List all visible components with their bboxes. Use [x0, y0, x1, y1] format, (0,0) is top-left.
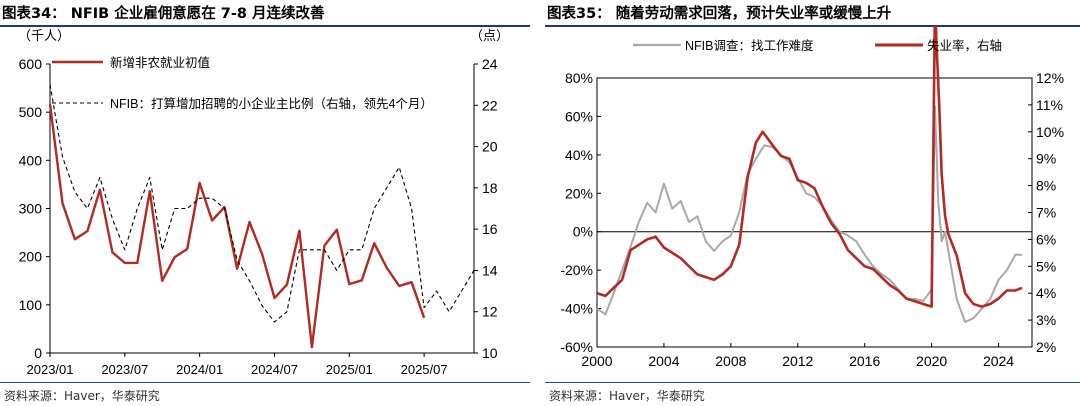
- left-y-tick-label: 0%: [573, 224, 593, 240]
- right-y-tick-label: 6%: [1036, 231, 1056, 247]
- left-chart-title: 图表34： NFIB 企业雇佣意愿在 7-8 月连续改善: [2, 6, 325, 22]
- left-y-tick-label: 600: [19, 56, 43, 72]
- left-y-tick-label: 60%: [565, 108, 593, 124]
- legend-label: NFIB调查：找工作难度: [685, 38, 814, 53]
- x-tick-label: 2024/07: [251, 362, 298, 377]
- left-footer-rule: [0, 382, 530, 383]
- right-y-tick-label: 12: [482, 304, 498, 320]
- x-tick-label: 2000: [581, 353, 612, 369]
- left-y-tick-label: -60%: [560, 339, 593, 355]
- left-y-tick-label: 300: [19, 201, 43, 217]
- right-y-tick-label: 9%: [1036, 151, 1056, 167]
- right-chart-title: 图表35： 随着劳动需求回落，预计失业率或缓慢上升: [547, 6, 892, 22]
- right-y-tick-label: 12%: [1036, 70, 1064, 86]
- right-title-rule: [545, 25, 1080, 27]
- right-y-tick-label: 5%: [1036, 258, 1056, 274]
- legend-label: 新增非农就业初值: [110, 55, 210, 70]
- left-y-tick-label: -20%: [560, 262, 593, 278]
- legend-label: 失业率，右轴: [927, 38, 1002, 53]
- left-y-tick-label: 100: [19, 297, 43, 313]
- left-source-note: 资料来源：Haver，华泰研究: [4, 389, 160, 403]
- left-title-rule: [0, 25, 530, 27]
- right-y-tick-label: 10: [482, 345, 498, 361]
- right-chart-svg: 80% 60% 40% 20% 0% -20% -40% -60% 12% 11% 10% 9% 8% 7…: [560, 26, 1064, 369]
- right-y-tick-label: 7%: [1036, 205, 1056, 221]
- x-tick-label: 2020: [916, 353, 947, 369]
- left-y-unit-label: （千人）: [18, 28, 70, 43]
- right-y-tick-label: 22: [482, 97, 498, 113]
- x-tick-label: 2025/07: [401, 362, 448, 377]
- right-y-tick-label: 16: [482, 221, 498, 237]
- right-y-tick-label: 4%: [1036, 285, 1056, 301]
- right-source-note: 资料来源：Haver，华泰研究: [549, 389, 705, 403]
- x-tick-label: 2004: [648, 353, 679, 369]
- legend-label: NFIB：打算增加招聘的小企业主比例（右轴，领先4个月）: [110, 96, 433, 111]
- series-nfib-hiring-difficulty-line: [596, 105, 1022, 323]
- x-tick-label: 2008: [715, 353, 746, 369]
- plot-frame: [596, 77, 1033, 348]
- x-tick-label: 2012: [782, 353, 813, 369]
- right-y-tick-label: 20: [482, 139, 498, 155]
- series-nonfarm-payrolls-line: [48, 103, 426, 349]
- right-y-tick-label: 10%: [1036, 124, 1064, 140]
- left-chart-svg: （千人） （点） 0 100 200 300 400 500 600 10 12 14 16 18 20 22…: [18, 28, 509, 377]
- right-y-tick-label: 8%: [1036, 178, 1056, 194]
- left-chart-panel: 图表34： NFIB 企业雇佣意愿在 7-8 月连续改善 （千人） （点） 0 100…: [0, 0, 530, 405]
- x-tick-label: 2025/01: [326, 362, 373, 377]
- x-tick-label: 2023/07: [101, 362, 148, 377]
- left-y-tick-label: 200: [19, 249, 43, 265]
- x-tick-label: 2024: [983, 353, 1014, 369]
- left-y-tick-label: 0: [34, 345, 42, 361]
- left-y-tick-label: 40%: [565, 147, 593, 163]
- right-footer-rule: [545, 382, 1080, 383]
- right-y-unit-label: （点）: [470, 28, 509, 43]
- x-tick-label: 2024/01: [176, 362, 223, 377]
- left-y-tick-label: 500: [19, 104, 43, 120]
- right-y-tick-label: 14: [482, 262, 498, 278]
- right-y-tick-label: 2%: [1036, 339, 1056, 355]
- series-nfib-hiring-plans-line: [49, 84, 475, 323]
- x-tick-label: 2016: [849, 353, 880, 369]
- right-y-tick-label: 11%: [1036, 97, 1063, 113]
- right-y-tick-label: 18: [482, 180, 498, 196]
- left-y-tick-label: 400: [19, 152, 43, 168]
- series-unemployment-rate-line: [596, 26, 1023, 308]
- left-y-tick-label: -40%: [560, 301, 593, 317]
- right-y-tick-label: 24: [482, 56, 498, 72]
- left-y-tick-label: 20%: [565, 185, 593, 201]
- right-y-tick-label: 3%: [1036, 312, 1056, 328]
- x-tick-label: 2023/01: [27, 362, 74, 377]
- right-chart-panel: 图表35： 随着劳动需求回落，预计失业率或缓慢上升 80% 60% 40% 20% 0%…: [545, 0, 1080, 405]
- left-y-tick-label: 80%: [565, 70, 593, 86]
